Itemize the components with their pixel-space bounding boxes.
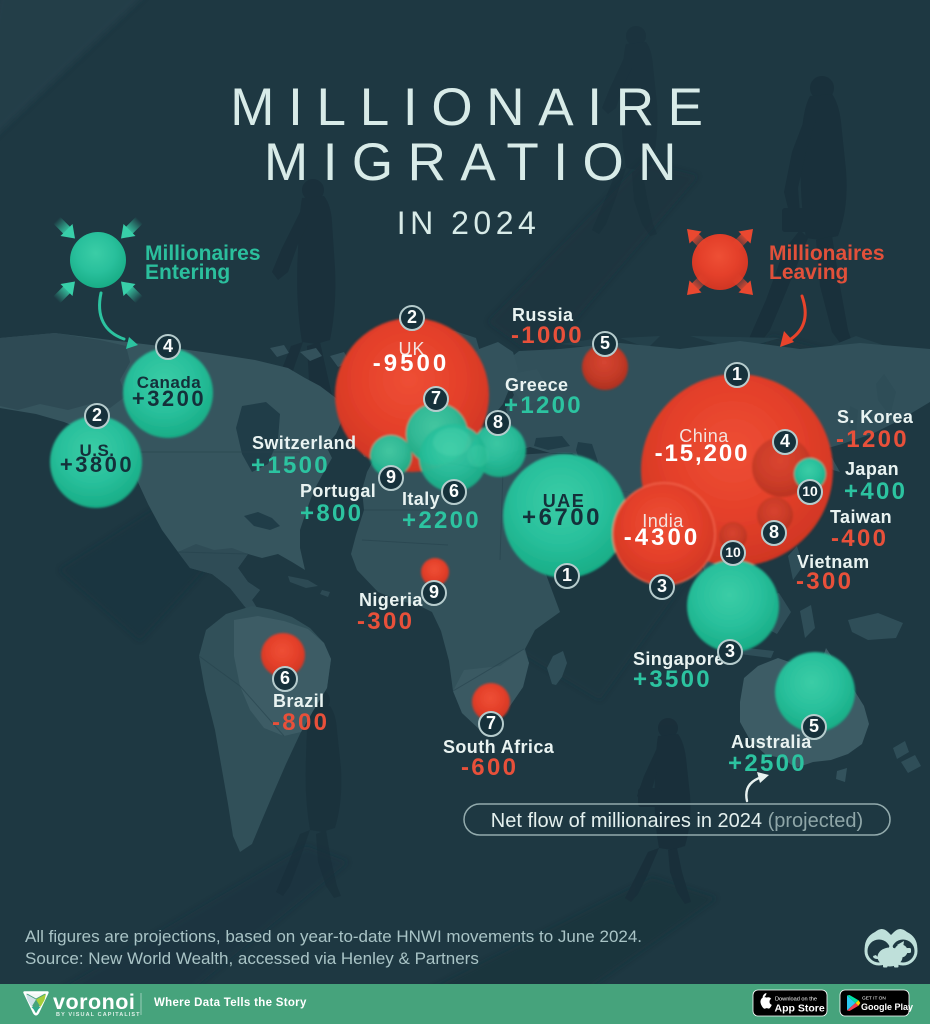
svg-text:GET IT ON: GET IT ON (862, 996, 886, 1002)
svg-text:Google Play: Google Play (861, 1002, 913, 1012)
svg-text:App Store: App Store (775, 1003, 825, 1015)
svg-text:Download on the: Download on the (775, 997, 817, 1003)
